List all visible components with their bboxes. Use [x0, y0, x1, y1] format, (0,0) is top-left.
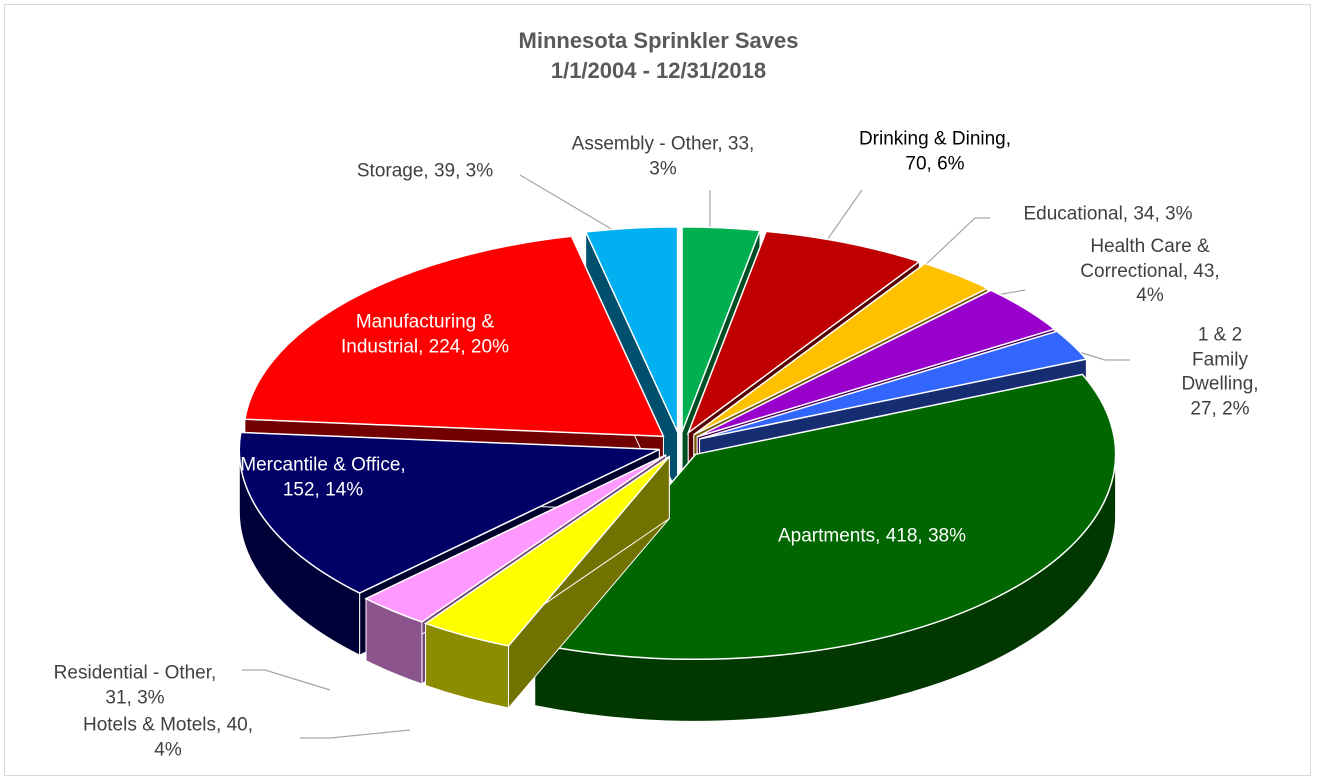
slice-top — [423, 455, 670, 647]
slice-top — [681, 226, 762, 433]
data-label: Assembly - Other, 33, 3% — [571, 133, 755, 179]
slice-top — [238, 431, 660, 594]
data-label: Hotels & Motels, 40, 4% — [82, 714, 254, 760]
data-label: Educational, 34, 3% — [1023, 203, 1193, 225]
chart-subtitle: 1/1/2004 - 12/31/2018 — [550, 58, 767, 83]
leader-line — [919, 217, 990, 271]
slice-top — [584, 226, 679, 433]
slice-top — [699, 330, 1088, 440]
data-label: Drinking & Dining, 70, 6% — [858, 128, 1012, 174]
leader-line — [242, 669, 331, 691]
slice-top — [243, 235, 665, 438]
data-label: 1 & 2 Family Dwelling, 27, 2% — [1181, 324, 1259, 420]
slice — [423, 455, 670, 710]
chart-border — [4, 4, 1311, 776]
slice-top — [693, 262, 990, 436]
slice-top — [364, 454, 667, 623]
slice-top — [686, 230, 921, 435]
data-label: Storage, 39, 3% — [356, 160, 494, 182]
slice-top — [696, 289, 1057, 438]
data-label: Mercantile & Office, 152, 14% — [240, 454, 406, 500]
data-label: Residential - Other, 31, 3% — [53, 662, 217, 708]
data-label: Health Care & Correctional, 43, 4% — [1080, 235, 1220, 307]
slice-top — [533, 373, 1117, 661]
chart-title: Minnesota Sprinkler Saves — [518, 28, 799, 53]
data-label: Manufacturing & Industrial, 224, 20% — [341, 311, 509, 357]
data-label: Apartments, 418, 38% — [778, 525, 966, 547]
leader-line — [300, 729, 411, 739]
